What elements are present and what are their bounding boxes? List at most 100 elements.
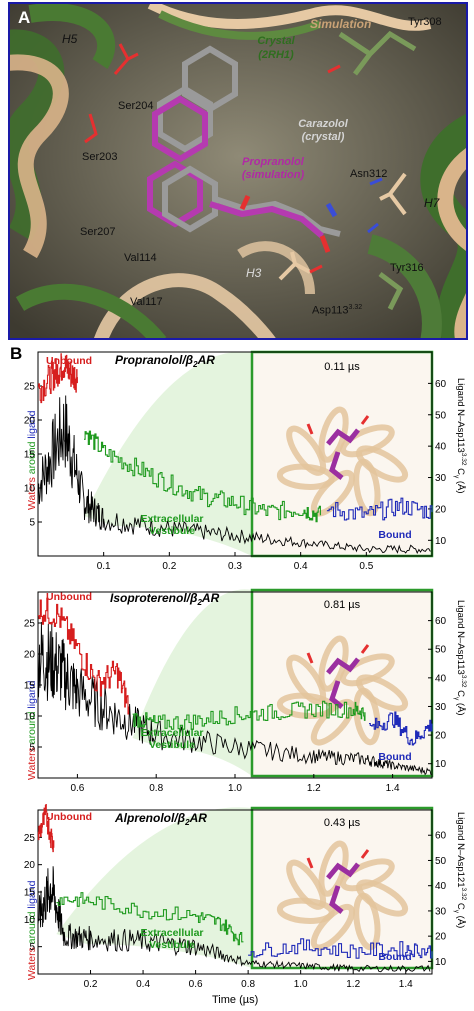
- left-tick-label: 5: [29, 942, 35, 953]
- unbound-label: Unbound: [46, 355, 92, 367]
- left-tick-label: 20: [24, 416, 36, 427]
- unbound-trace: [38, 353, 78, 404]
- right-tick-label: 30: [435, 473, 447, 484]
- waters-trace: [37, 395, 431, 554]
- chart-isoproterenol: 0.81 µs 5 10 15 20 25 10 20 30 40 50 60 0.6 0.8 1.0 1.2…: [0, 584, 474, 804]
- inset-helix: [353, 458, 381, 517]
- inset-helix: [353, 687, 381, 746]
- inset-sidechain: [306, 415, 370, 435]
- inset-time: 0.43 µs: [324, 817, 361, 829]
- chart-title: Propranolol/β2AR: [115, 353, 215, 369]
- x-tick-label: 0.2: [84, 979, 98, 990]
- inset-helix: [340, 858, 395, 892]
- right-tick-label: 50: [435, 410, 447, 421]
- label-asp113-text: Asp113: [312, 304, 349, 317]
- right-tick-label: 20: [435, 504, 447, 515]
- bound-label: Bound: [378, 529, 411, 541]
- panel-b-letter: B: [10, 344, 23, 363]
- x-tick-label: 0.3: [228, 561, 242, 572]
- vestibule-label-1: Extracellular: [140, 927, 203, 939]
- bound-label: Bound: [378, 751, 411, 763]
- x-tick-label: 0.6: [70, 783, 84, 794]
- right-tick-label: 40: [435, 442, 447, 453]
- label-crystal: Crystal (2RH1): [246, 34, 306, 62]
- label-carazolol-line2: (crystal): [301, 131, 345, 143]
- right-tick-label: 60: [435, 831, 447, 842]
- x-tick-label: 0.8: [149, 783, 163, 794]
- inset-helix: [286, 654, 327, 705]
- x-tick-label: 1.4: [386, 783, 400, 794]
- chart-title: Isoproterenol/β2AR: [110, 591, 220, 607]
- x-tick-label: 1.2: [346, 979, 360, 990]
- title-ligand: Alprenolol/: [114, 811, 179, 825]
- right-axis-label: Ligand N–Asp1133.32 Cγ (Å): [453, 378, 467, 494]
- x-tick-label: 1.0: [294, 979, 308, 990]
- inset-ligand: [326, 657, 360, 709]
- right-tick-label: 50: [435, 645, 447, 656]
- vestibule-label-1: Extracellular: [140, 727, 203, 739]
- label-ser204: Ser204: [118, 100, 154, 112]
- label-asp113: Asp1133.32: [312, 304, 362, 317]
- label-h7: H7: [424, 196, 440, 210]
- unbound-label: Unbound: [46, 591, 92, 603]
- right-tick-label: 10: [435, 957, 447, 968]
- left-tick-label: 25: [24, 619, 36, 630]
- rlabel-b: C: [455, 465, 466, 475]
- inset-time: 0.11 µs: [324, 361, 360, 373]
- right-tick-label: 10: [435, 759, 447, 770]
- unbound-trace: [37, 804, 55, 853]
- rlabel-a: Ligand N–Asp113: [455, 378, 466, 453]
- bound-label: Bound: [378, 951, 411, 963]
- label-asn312: Asn312: [350, 168, 388, 180]
- title-end: AR: [201, 591, 220, 605]
- inset-helix: [340, 653, 395, 687]
- label-carazolol-line1: Carazolol: [298, 118, 348, 130]
- right-tick-label: 20: [435, 932, 447, 943]
- left-tick-label: 25: [24, 833, 36, 844]
- vestibule-trace: [84, 430, 321, 523]
- rlabel-unit: (Å): [455, 700, 466, 715]
- title-sub: 2: [192, 360, 198, 369]
- inset-cone: [56, 807, 253, 968]
- x-tick-label: 0.8: [241, 979, 255, 990]
- vestibule-label-2: Vestibule: [149, 939, 195, 951]
- left-tick-label: 15: [24, 681, 36, 692]
- left-tick-label: 20: [24, 650, 36, 661]
- title-ligand: Isoproterenol/: [110, 591, 192, 605]
- vestibule-label-2: Vestibule: [149, 525, 195, 537]
- label-crystal-line2: (2RH1): [258, 49, 294, 61]
- right-tick-label: 10: [435, 536, 447, 547]
- x-tick-label: 0.2: [162, 561, 176, 572]
- title-sub: 2: [184, 818, 190, 827]
- inset-cone: [132, 589, 252, 776]
- left-tick-label: 10: [24, 915, 36, 926]
- inset-sidechain: [306, 849, 370, 869]
- right-tick-label: 60: [435, 379, 447, 390]
- left-tick-label: 25: [24, 382, 36, 393]
- vestibule-trace: [132, 700, 366, 730]
- rlabel-sub: γ: [453, 697, 460, 701]
- x-tick-label: 1.4: [399, 979, 413, 990]
- right-tick-label: 50: [435, 856, 447, 867]
- rlabel-b: C: [455, 687, 466, 697]
- left-tick-label: 15: [24, 450, 36, 461]
- left-tick-label: 5: [29, 518, 35, 529]
- x-tick-label: 0.5: [359, 561, 373, 572]
- inset-helix: [340, 424, 395, 458]
- right-tick-label: 20: [435, 731, 447, 742]
- rlabel-sup: 3.32: [460, 453, 467, 466]
- rlabel-sup: 3.32: [460, 888, 467, 901]
- chart-svg: 0.43 µs 5 10 15 20 25 10 20 30 40 50 60 0.2 0.4 0.6 0.8…: [24, 804, 467, 990]
- right-axis-label: Ligand N–Asp1213.32 Cγ (Å): [453, 812, 467, 928]
- left-tick-label: 15: [24, 888, 36, 899]
- bound-trace: [248, 938, 433, 959]
- structure-render: [10, 4, 466, 338]
- label-simulation: Simulation: [310, 17, 372, 31]
- rlabel-a: Ligand N–Asp121: [455, 812, 466, 888]
- x-tick-label: 1.2: [307, 783, 321, 794]
- panel-a-letter: A: [18, 8, 31, 27]
- right-tick-label: 30: [435, 702, 447, 713]
- unbound-trace: [38, 597, 130, 715]
- title-beta: β: [185, 353, 194, 367]
- chart-title: Alprenolol/β2AR: [114, 811, 207, 827]
